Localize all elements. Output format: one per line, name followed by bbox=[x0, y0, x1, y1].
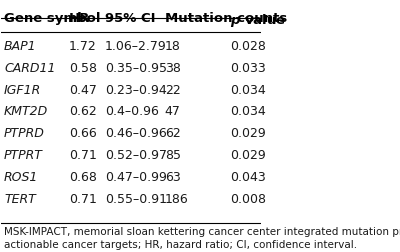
Text: 0.55–0.91: 0.55–0.91 bbox=[105, 192, 167, 205]
Text: TERT: TERT bbox=[4, 192, 36, 205]
Text: HR: HR bbox=[69, 12, 90, 25]
Text: 0.029: 0.029 bbox=[230, 127, 265, 140]
Text: CARD11: CARD11 bbox=[4, 62, 56, 75]
Text: 0.008: 0.008 bbox=[230, 192, 266, 205]
Text: 0.23–0.94: 0.23–0.94 bbox=[105, 83, 167, 96]
Text: 0.68: 0.68 bbox=[69, 170, 97, 183]
Text: 95% CI: 95% CI bbox=[105, 12, 156, 25]
Text: 0.47–0.99: 0.47–0.99 bbox=[105, 170, 167, 183]
Text: 0.034: 0.034 bbox=[230, 105, 265, 118]
Text: 62: 62 bbox=[165, 127, 180, 140]
Text: PTPRD: PTPRD bbox=[4, 127, 45, 140]
Text: 0.62: 0.62 bbox=[69, 105, 96, 118]
Text: 0.46–0.96: 0.46–0.96 bbox=[105, 127, 167, 140]
Text: 0.043: 0.043 bbox=[230, 170, 265, 183]
Text: Gene symbol: Gene symbol bbox=[4, 12, 100, 25]
Text: 0.58: 0.58 bbox=[69, 62, 97, 75]
Text: 1.72: 1.72 bbox=[69, 40, 96, 53]
Text: 22: 22 bbox=[165, 83, 180, 96]
Text: 186: 186 bbox=[165, 192, 188, 205]
Text: 1.06–2.79: 1.06–2.79 bbox=[105, 40, 167, 53]
Text: 0.028: 0.028 bbox=[230, 40, 266, 53]
Text: 85: 85 bbox=[165, 148, 181, 162]
Text: BAP1: BAP1 bbox=[4, 40, 37, 53]
Text: 0.71: 0.71 bbox=[69, 148, 97, 162]
Text: 0.35–0.95: 0.35–0.95 bbox=[105, 62, 167, 75]
Text: 63: 63 bbox=[165, 170, 180, 183]
Text: $\bfit{p}$ value: $\bfit{p}$ value bbox=[230, 12, 286, 29]
Text: ROS1: ROS1 bbox=[4, 170, 38, 183]
Text: 38: 38 bbox=[165, 62, 181, 75]
Text: 47: 47 bbox=[165, 105, 181, 118]
Text: 18: 18 bbox=[165, 40, 181, 53]
Text: KMT2D: KMT2D bbox=[4, 105, 48, 118]
Text: MSK-IMPACT, memorial sloan kettering cancer center integrated mutation profiling: MSK-IMPACT, memorial sloan kettering can… bbox=[4, 226, 400, 249]
Text: 0.47: 0.47 bbox=[69, 83, 97, 96]
Text: 0.4–0.96: 0.4–0.96 bbox=[105, 105, 159, 118]
Text: 0.034: 0.034 bbox=[230, 83, 265, 96]
Text: 0.029: 0.029 bbox=[230, 148, 265, 162]
Text: 0.52–0.97: 0.52–0.97 bbox=[105, 148, 167, 162]
Text: 0.033: 0.033 bbox=[230, 62, 265, 75]
Text: IGF1R: IGF1R bbox=[4, 83, 41, 96]
Text: PTPRT: PTPRT bbox=[4, 148, 43, 162]
Text: 0.71: 0.71 bbox=[69, 192, 97, 205]
Text: 0.66: 0.66 bbox=[69, 127, 96, 140]
Text: Mutation counts: Mutation counts bbox=[165, 12, 287, 25]
